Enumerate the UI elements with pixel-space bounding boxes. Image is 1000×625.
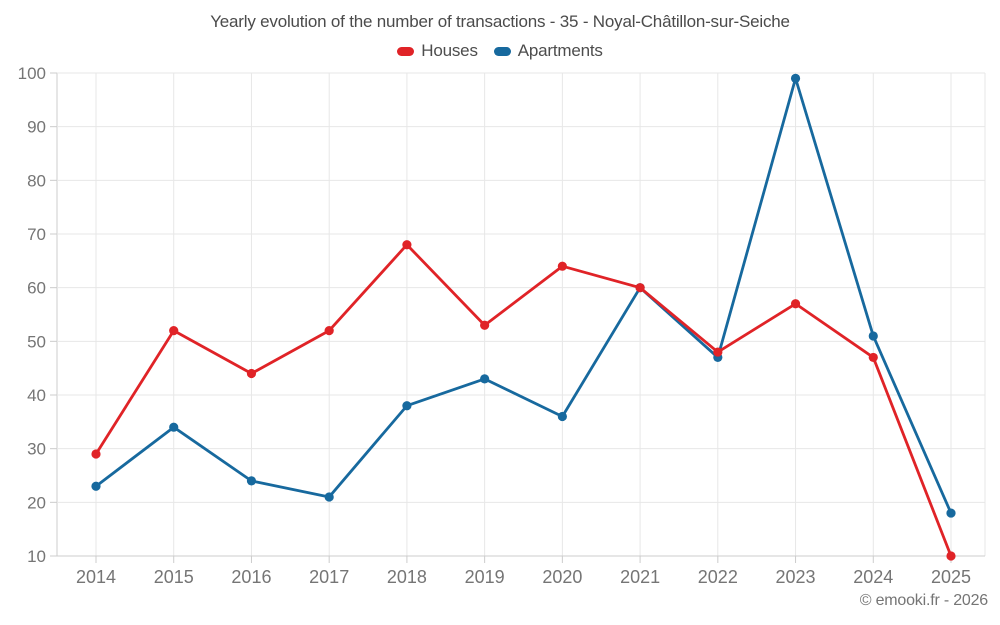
y-tick-label: 70 bbox=[27, 225, 46, 244]
chart-title: Yearly evolution of the number of transa… bbox=[210, 12, 790, 31]
y-tick-label: 40 bbox=[27, 386, 46, 405]
x-tick-label: 2025 bbox=[931, 567, 971, 587]
series-apartments bbox=[91, 73, 956, 518]
y-axis-labels: 10 20 30 40 50 60 70 80 90 100 bbox=[18, 64, 46, 566]
y-tick-label: 20 bbox=[27, 493, 46, 512]
data-point[interactable] bbox=[91, 449, 101, 459]
copyright-footer: © emooki.fr - 2026 bbox=[859, 592, 988, 609]
x-tick-label: 2022 bbox=[698, 567, 738, 587]
y-tick-label: 90 bbox=[27, 118, 46, 137]
y-tick-label: 30 bbox=[27, 440, 46, 459]
data-point[interactable] bbox=[557, 411, 567, 422]
x-tick-label: 2021 bbox=[620, 567, 660, 587]
data-point[interactable] bbox=[402, 240, 412, 250]
grid bbox=[50, 72, 986, 563]
x-tick-label: 2019 bbox=[465, 567, 505, 587]
y-tick-label: 60 bbox=[27, 279, 46, 298]
data-point[interactable] bbox=[790, 299, 801, 309]
legend-item-apartments[interactable]: Apartments bbox=[493, 41, 603, 61]
x-tick-label: 2017 bbox=[309, 567, 349, 587]
data-point[interactable] bbox=[324, 492, 334, 502]
legend-item-houses[interactable]: Houses bbox=[397, 41, 478, 61]
legend-label-houses: Houses bbox=[421, 41, 478, 60]
data-point[interactable] bbox=[790, 73, 801, 83]
data-point[interactable] bbox=[324, 326, 334, 336]
apartments-legend-marker-icon bbox=[493, 46, 511, 56]
x-axis-labels: 2014 2015 2016 2017 2018 2019 2020 2021 2022 2023… bbox=[76, 567, 971, 587]
y-tick-label: 10 bbox=[27, 547, 46, 566]
data-point[interactable] bbox=[868, 352, 878, 363]
legend-label-apartments: Apartments bbox=[517, 41, 603, 60]
data-point[interactable] bbox=[169, 326, 179, 336]
x-tick-label: 2016 bbox=[231, 567, 271, 587]
x-tick-label: 2015 bbox=[154, 567, 194, 587]
chart-legend: Houses Apartments bbox=[0, 41, 1000, 61]
data-point[interactable] bbox=[91, 481, 101, 491]
data-point[interactable] bbox=[402, 401, 412, 411]
data-point[interactable] bbox=[868, 331, 878, 341]
data-point[interactable] bbox=[246, 476, 257, 486]
data-point[interactable] bbox=[635, 283, 645, 293]
y-tick-label: 100 bbox=[18, 64, 46, 83]
x-tick-label: 2018 bbox=[387, 567, 427, 587]
series-houses bbox=[91, 240, 956, 561]
data-point[interactable] bbox=[557, 261, 567, 271]
x-tick-label: 2014 bbox=[76, 567, 116, 587]
data-point[interactable] bbox=[169, 422, 179, 432]
x-tick-label: 2020 bbox=[542, 567, 582, 587]
y-tick-label: 50 bbox=[27, 332, 46, 351]
x-tick-label: 2023 bbox=[776, 567, 816, 587]
data-point[interactable] bbox=[713, 347, 723, 357]
y-tick-label: 80 bbox=[27, 171, 46, 190]
houses-legend-marker-icon bbox=[397, 46, 415, 56]
x-tick-label: 2024 bbox=[853, 567, 893, 587]
data-point[interactable] bbox=[480, 374, 490, 384]
data-point[interactable] bbox=[946, 508, 956, 518]
data-point[interactable] bbox=[946, 551, 956, 561]
data-point[interactable] bbox=[480, 320, 490, 330]
data-point[interactable] bbox=[246, 368, 257, 379]
